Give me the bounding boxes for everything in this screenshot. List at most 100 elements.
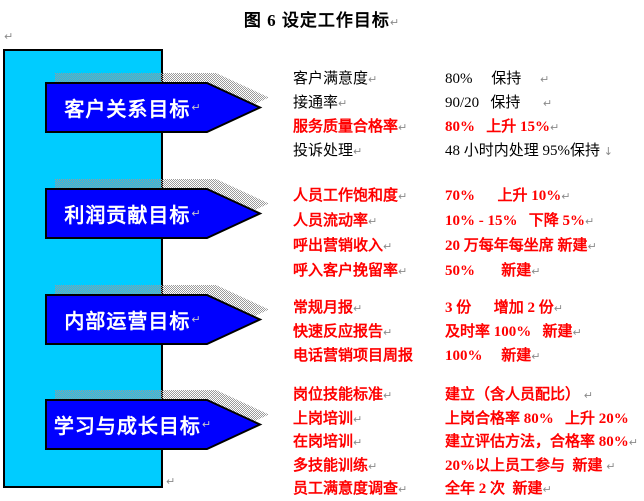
paragraph-mark: ↵	[353, 301, 363, 315]
metric-label-cell: 快速反应报告↵	[293, 320, 445, 341]
paragraph-mark: ↵	[606, 459, 616, 473]
paragraph-mark: ↵	[587, 240, 597, 253]
metric-label-cell: 岗位技能标准↵	[293, 383, 445, 404]
paragraph-mark: ↵	[583, 389, 593, 403]
metric-value-cell: 70% 上升 10%↵	[445, 184, 644, 205]
arrow-label: 利润贡献目标	[64, 205, 191, 227]
metric-value: 100% 新建	[445, 347, 532, 364]
metric-label-cell: 在岗培训↵	[293, 430, 445, 451]
paragraph-mark: ↵	[383, 240, 393, 253]
metric-row: 员工满意度调查↵ 全年 2 次 新建↵	[293, 476, 644, 500]
goal-block-customer-relationship: 客户满意度↵ 80% 保持 ↵ 接通率↵ 90/20 保持 ↵ 服务质量合格率↵ 80…	[293, 65, 644, 161]
metric-value: 50% 新建	[445, 263, 532, 279]
metric-value-cell: 10% - 15% 下降 5%↵	[445, 209, 644, 230]
arrow-graphic	[45, 285, 269, 345]
metric-row: 客户满意度↵ 80% 保持 ↵	[293, 65, 644, 89]
metric-row: 呼入客户挽留率↵ 50% 新建↵	[293, 257, 644, 282]
metric-label: 岗位技能标准	[293, 387, 384, 404]
arrow-shape	[45, 188, 263, 239]
metric-row: 人员工作饱和度↵ 70% 上升 10%↵	[293, 182, 644, 207]
metric-label: 投诉处理	[293, 142, 354, 159]
paragraph-mark: ↵	[398, 265, 408, 278]
arrow-internal-operations-goal: 内部运营目标 ↵	[45, 283, 273, 347]
metric-label-cell: 人员流动率↵	[293, 209, 445, 230]
metric-value-cell: 80% 保持 ↵	[445, 67, 644, 88]
metric-label-cell: 呼出营销收入↵	[293, 234, 445, 255]
paragraph-mark: ↵	[353, 436, 363, 450]
paragraph-mark: ↵	[368, 459, 378, 473]
metric-value: 及时率 100% 新建	[445, 323, 573, 340]
goal-block-internal-operations: 常规月报↵ 3 份 增加 2 份↵ 快速反应报告↵ 及时率 100% 新建↵ 电话营…	[293, 294, 644, 366]
arrow-graphic	[45, 179, 269, 239]
arrow-graphic	[45, 390, 269, 450]
metric-label-cell: 电话营销项目周报	[293, 344, 445, 365]
metric-value-cell: 48 小时内处理 95%保持 ↓	[445, 139, 644, 160]
metric-label-cell: 上岗培训↵	[293, 407, 445, 428]
metric-value: 80% 上升 15%	[445, 118, 551, 135]
metric-value-cell: 90/20 保持 ↵	[445, 91, 644, 112]
metric-value-cell: 100% 新建↵	[445, 344, 644, 365]
figure-title-row: 图 6 设定工作目标↵	[0, 6, 644, 31]
figure-title: 图 6 设定工作目标	[243, 11, 390, 30]
paragraph-mark: ↵	[191, 101, 202, 114]
metric-label-cell: 人员工作饱和度↵	[293, 184, 445, 205]
arrow-label: 客户关系目标	[64, 99, 191, 121]
paragraph-mark: ↵	[398, 190, 408, 203]
paragraph-mark: ↵	[542, 483, 552, 497]
metric-row: 常规月报↵ 3 份 增加 2 份↵	[293, 294, 644, 318]
paragraph-mark: ↵	[542, 96, 553, 110]
paragraph-mark: ↵	[191, 313, 202, 326]
arrow-label-row: 学习与成长目标 ↵	[53, 400, 213, 449]
paragraph-mark: ↵	[572, 325, 582, 339]
arrow-customer-relationship-goal: 客户关系目标 ↵	[45, 71, 273, 135]
metric-row: 电话营销项目周报 100% 新建↵	[293, 342, 644, 366]
metric-value-cell: 20%以上员工参与 新建 ↵	[445, 454, 644, 475]
metric-label-cell: 呼入客户挽留率↵	[293, 259, 445, 280]
metric-value-cell: 20 万每年每坐席 新建↵	[445, 234, 644, 255]
metric-row: 服务质量合格率↵ 80% 上升 15%↵	[293, 113, 644, 137]
goal-block-learning-growth: 岗位技能标准↵ 建立（含人员配比） ↵ 上岗培训↵ 上岗合格率 80% 上升 20%…	[293, 382, 644, 500]
metric-value-cell: 上岗合格率 80% 上升 20%	[445, 407, 644, 428]
paragraph-mark: ↵	[201, 418, 213, 431]
metric-label: 上岗培训	[293, 410, 354, 427]
paragraph-mark: ↵	[4, 30, 14, 43]
arrow-label-row: 利润贡献目标 ↵	[53, 189, 213, 238]
metric-value-cell: 全年 2 次 新建↵	[445, 477, 644, 498]
paragraph-mark: ↵	[353, 412, 363, 426]
arrow-profit-contribution-goal: 利润贡献目标 ↵	[45, 177, 273, 241]
metric-value: 20%以上员工参与 新建	[445, 457, 607, 474]
metric-row: 投诉处理↵ 48 小时内处理 95%保持 ↓	[293, 137, 644, 161]
metric-label: 电话营销项目周报	[293, 347, 414, 364]
paragraph-mark: ↵	[338, 96, 348, 110]
metric-value: 70% 上升 10%	[445, 188, 562, 204]
paragraph-mark: ↵	[368, 215, 378, 228]
metric-row: 在岗培训↵ 建立评估方法，合格率 80%↵	[293, 429, 644, 453]
metric-row: 岗位技能标准↵ 建立（含人员配比） ↵	[293, 382, 644, 406]
arrow-label: 内部运营目标	[64, 311, 191, 333]
paragraph-mark: ↵	[531, 265, 541, 278]
metric-label: 常规月报	[293, 299, 354, 316]
paragraph-mark: ↵	[561, 190, 571, 203]
metric-row: 快速反应报告↵ 及时率 100% 新建↵	[293, 318, 644, 342]
metric-value: 上岗合格率 80% 上升 20%	[445, 410, 629, 427]
arrow-label-row: 内部运营目标 ↵	[53, 295, 213, 344]
metric-value: 3 份 增加 2 份	[445, 299, 554, 316]
paragraph-mark: ↵	[383, 325, 393, 339]
paragraph-mark: ↵	[383, 389, 393, 403]
paragraph-mark: ↵	[540, 72, 550, 86]
paragraph-mark: ↵	[550, 120, 560, 134]
metric-label: 人员工作饱和度	[293, 188, 399, 204]
metric-label: 快速反应报告	[293, 323, 384, 340]
paragraph-mark: ↵	[531, 349, 541, 363]
paragraph-mark: ↵	[191, 207, 202, 220]
arrow-learning-growth-goal: 学习与成长目标 ↵	[45, 388, 273, 452]
paragraph-mark: ↵	[628, 436, 638, 450]
paragraph-mark: ↵	[353, 144, 363, 158]
metric-label: 人员流动率	[293, 213, 369, 229]
paragraph-mark: ↵	[389, 16, 401, 29]
metric-value: 90/20 保持	[445, 94, 543, 111]
metric-label: 呼出营销收入	[293, 238, 384, 254]
metric-label-cell: 服务质量合格率↵	[293, 115, 445, 136]
metric-label: 在岗培训	[293, 434, 354, 451]
metric-label: 呼入客户挽留率	[293, 263, 399, 279]
